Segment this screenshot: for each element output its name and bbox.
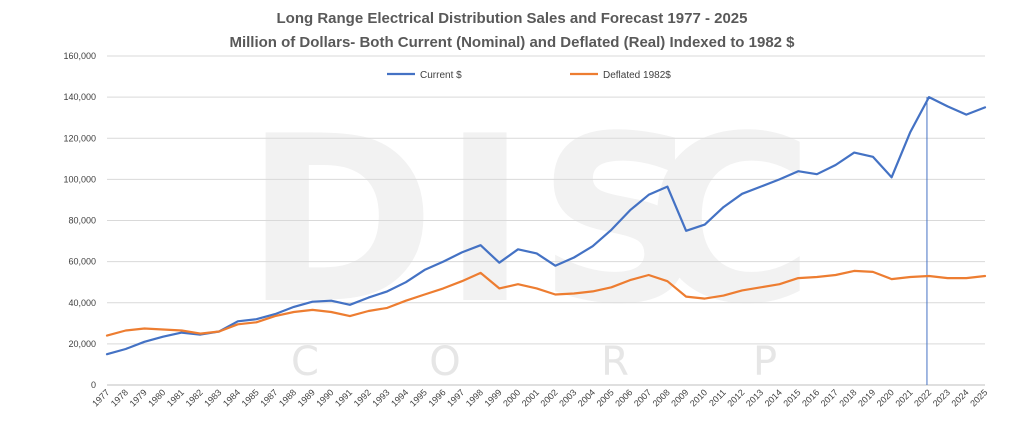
- y-tick-label: 140,000: [63, 92, 96, 102]
- legend-label: Current $: [420, 70, 462, 81]
- x-tick-label: 1991: [333, 387, 354, 408]
- x-tick-label: 1988: [277, 387, 298, 408]
- chart-subtitle: Million of Dollars- Both Current (Nomina…: [229, 34, 795, 51]
- watermark-letter: O: [429, 339, 460, 385]
- legend: Current $ Deflated 1982$: [387, 70, 671, 81]
- x-tick-label: 1981: [165, 387, 186, 408]
- y-tick-label: 120,000: [63, 133, 96, 143]
- x-tick-label: 2012: [725, 387, 746, 408]
- watermark-letter: C: [646, 88, 815, 355]
- x-tick-label: 2004: [576, 387, 597, 408]
- y-tick-label: 40,000: [68, 298, 96, 308]
- x-tick-label: 2002: [539, 387, 560, 408]
- x-tick-label: 2008: [651, 387, 672, 408]
- y-tick-label: 0: [91, 380, 96, 390]
- x-tick-label: 1990: [314, 387, 335, 408]
- x-tick-label: 1992: [352, 387, 373, 408]
- x-tick-label: 1989: [296, 387, 317, 408]
- x-tick-label: 1993: [370, 387, 391, 408]
- x-tick-label: 2003: [557, 387, 578, 408]
- x-tick-label: 1998: [464, 387, 485, 408]
- x-tick-label: 2017: [819, 387, 840, 408]
- series-line-deflated: [105, 269, 987, 337]
- y-axis-ticks: 0 20,000 40,000 60,000 80,000 100,000 120,000 1…: [63, 51, 96, 390]
- x-tick-label: 1983: [202, 387, 223, 408]
- x-tick-label: 2000: [501, 387, 522, 408]
- x-tick-label: 2014: [763, 387, 784, 408]
- x-tick-label: 1977: [90, 387, 111, 408]
- x-tick-label: 1994: [389, 387, 410, 408]
- series-lines: [105, 95, 987, 356]
- x-tick-label: 2018: [837, 387, 858, 408]
- x-tick-label: 1987: [258, 387, 279, 408]
- watermark-letter: C: [291, 339, 319, 385]
- chart-title: Long Range Electrical Distribution Sales…: [277, 10, 748, 27]
- x-tick-label: 2006: [613, 387, 634, 408]
- x-tick-label: 1984: [221, 387, 242, 408]
- gridlines: [107, 55, 985, 345]
- x-tick-label: 2024: [949, 387, 970, 408]
- watermark-letter: R: [601, 339, 629, 385]
- x-tick-label: 2015: [781, 387, 802, 408]
- x-tick-label: 1999: [482, 387, 503, 408]
- x-tick-label: 1980: [146, 387, 167, 408]
- x-tick-label: 1985: [240, 387, 261, 408]
- legend-label: Deflated 1982$: [603, 70, 671, 81]
- x-tick-label: 1996: [426, 387, 447, 408]
- x-tick-label: 2013: [744, 387, 765, 408]
- watermark-letter: I: [442, 88, 528, 355]
- x-axis-ticks: 1977197819791980198119821983198419851987…: [90, 387, 989, 408]
- series-line-current: [105, 95, 987, 356]
- x-tick-label: 2021: [893, 387, 914, 408]
- x-tick-label: 2025: [968, 387, 989, 408]
- x-tick-label: 1978: [109, 387, 130, 408]
- x-tick-label: 1979: [128, 387, 149, 408]
- y-tick-label: 100,000: [63, 174, 96, 184]
- x-tick-label: 2020: [875, 387, 896, 408]
- x-tick-label: 2009: [669, 387, 690, 408]
- watermark-letter: P: [753, 339, 777, 385]
- x-tick-label: 1982: [184, 387, 205, 408]
- x-tick-label: 1997: [445, 387, 466, 408]
- x-tick-label: 2010: [688, 387, 709, 408]
- x-tick-label: 2019: [856, 387, 877, 408]
- x-tick-label: 2005: [595, 387, 616, 408]
- y-tick-label: 80,000: [68, 216, 96, 226]
- y-tick-label: 20,000: [68, 339, 96, 349]
- x-tick-label: 2011: [707, 387, 728, 408]
- y-tick-label: 60,000: [68, 257, 96, 267]
- x-tick-label: 2007: [632, 387, 653, 408]
- watermark-letter: D: [245, 88, 436, 355]
- watermark: D I SCC O R P: [245, 88, 815, 385]
- y-tick-label: 160,000: [63, 51, 96, 61]
- x-tick-label: 2001: [520, 387, 541, 408]
- x-tick-label: 2023: [931, 387, 952, 408]
- x-tick-label: 2016: [800, 387, 821, 408]
- x-tick-label: 2022: [912, 387, 933, 408]
- x-tick-label: 1995: [408, 387, 429, 408]
